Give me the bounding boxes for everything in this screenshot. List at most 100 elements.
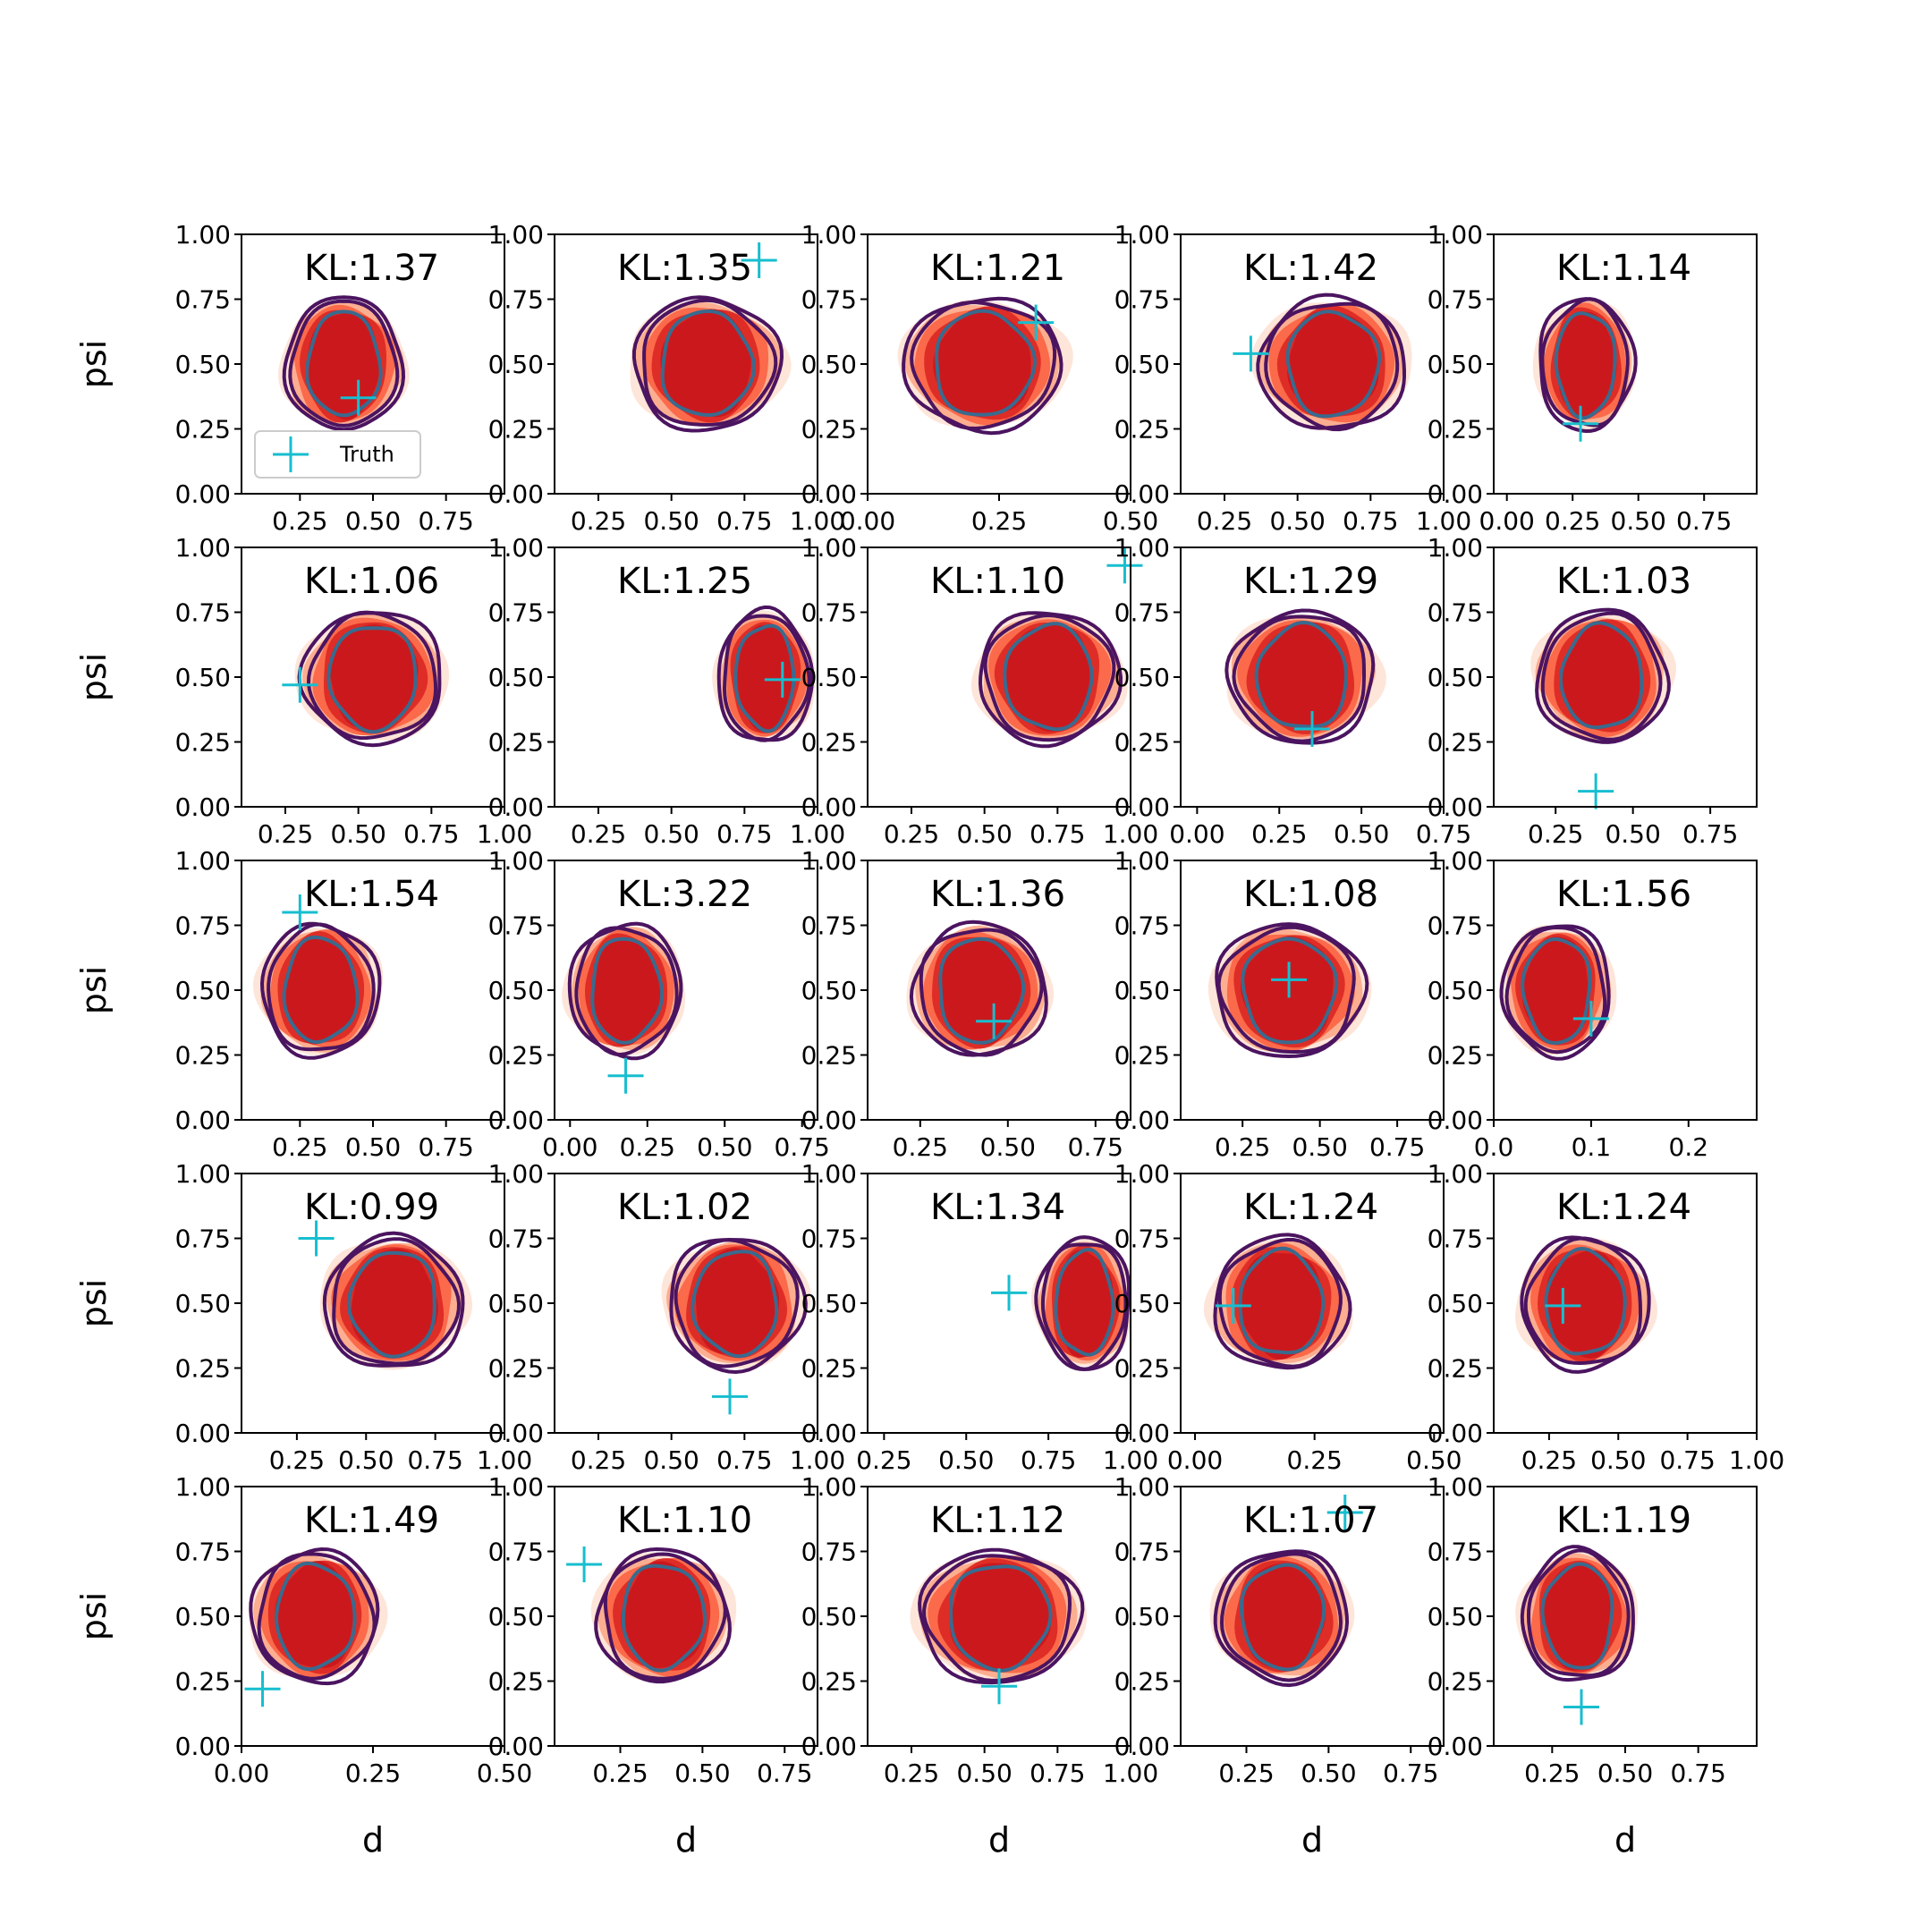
x-tick-label: 0.50 xyxy=(643,506,699,536)
kde-plot-area xyxy=(1031,1235,1131,1372)
subplot: 0.000.250.500.751.000.25 0.50 0.75 1.00KL:1… xyxy=(801,1159,1159,1475)
x-axis-label: d xyxy=(675,1820,697,1860)
kde-density-band xyxy=(734,624,793,732)
y-tick-label: 0.50 xyxy=(1428,1602,1483,1631)
y-tick-label: 0.00 xyxy=(801,1106,857,1135)
contour-inner xyxy=(660,309,757,417)
x-tick-label: 1.00 xyxy=(1103,1758,1158,1788)
kde-plot-area xyxy=(1530,607,1676,744)
contour-inner xyxy=(1254,620,1348,729)
contour-mid xyxy=(267,922,376,1052)
contour-outer xyxy=(249,1546,380,1686)
subplot: 0.000.250.500.751.000.25 0.50 0.75 1.00KL:1… xyxy=(488,220,846,536)
y-tick-label: 0.50 xyxy=(488,350,544,379)
kl-title: KL:1.35 xyxy=(617,248,752,289)
x-tick-label: 0.50 xyxy=(643,819,699,849)
y-tick-label: 0.00 xyxy=(1114,1419,1170,1448)
truth-marker xyxy=(991,1275,1028,1311)
y-tick-label: 0.00 xyxy=(488,1106,544,1135)
y-tick-label: 0.75 xyxy=(1428,1224,1483,1254)
y-tick-label: 1.00 xyxy=(801,1472,857,1502)
y-tick-label: 0.25 xyxy=(801,1041,857,1071)
x-tick-label: 0.75 xyxy=(1670,1758,1725,1788)
kde-plot-area xyxy=(910,1547,1088,1685)
truth-marker xyxy=(1018,304,1055,341)
y-tick-label: 0.75 xyxy=(1428,1538,1483,1567)
contour-mid xyxy=(306,610,438,741)
truth-marker xyxy=(244,1671,281,1707)
x-tick-label: 0.50 xyxy=(1334,819,1389,849)
contour-mid xyxy=(1217,1238,1343,1368)
x-tick-label: 0.25 xyxy=(1545,506,1600,536)
kl-title: KL:1.29 xyxy=(1243,561,1378,602)
y-axis-label: psi xyxy=(74,340,114,388)
kde-density-band xyxy=(1545,1250,1624,1359)
truth-marker xyxy=(1572,1000,1609,1037)
y-tick-label: 1.00 xyxy=(175,1472,231,1502)
x-tick-label: 0.75 xyxy=(1676,506,1732,536)
kde-density-band xyxy=(1003,624,1091,732)
kde-plot-area xyxy=(1515,1545,1639,1682)
kde-density-band xyxy=(1239,1252,1323,1360)
subplot: 0.000.250.500.751.000.25 0.50 0.75 1.00KL:1… xyxy=(488,533,846,849)
kde-density-band xyxy=(933,308,1031,415)
contour-outer xyxy=(259,921,382,1060)
y-tick-label: 0.50 xyxy=(801,1602,857,1631)
x-axis-label: d xyxy=(1301,1820,1323,1860)
subplot: 0.00 0.25 0.50 0.75 1.00 0.25 0.50 0.75 1.00 KL:0… xyxy=(74,1159,532,1475)
y-tick-label: 0.25 xyxy=(801,415,857,445)
x-tick-label: 0.50 xyxy=(345,1132,401,1162)
kl-title: KL:0.99 xyxy=(304,1187,439,1228)
y-tick-label: 0.25 xyxy=(1114,728,1170,758)
y-tick-label: 0.00 xyxy=(488,792,544,822)
y-tick-label: 0.75 xyxy=(488,1538,544,1567)
kde-plot-area xyxy=(248,1546,388,1686)
x-tick-label: 0.25 xyxy=(592,1758,648,1788)
y-tick-label: 1.00 xyxy=(488,1159,544,1189)
subplot: 0.00 0.25 0.50 0.75 1.00 0.25 0.50 0.75 KL:1.37 p… xyxy=(74,220,505,536)
y-tick-label: 0.75 xyxy=(175,911,231,941)
y-tick-label: 1.00 xyxy=(1428,220,1483,250)
contour-inner xyxy=(326,626,418,734)
kl-title: KL:1.42 xyxy=(1243,248,1378,289)
contour-mid xyxy=(674,1238,800,1368)
y-tick-label: 0.75 xyxy=(1428,285,1483,315)
kl-title: KL:1.49 xyxy=(304,1500,439,1541)
y-tick-label: 1.00 xyxy=(1428,1159,1483,1189)
y-tick-label: 1.00 xyxy=(488,220,544,250)
subplot: 0.000.250.500.751.000.25 0.50 0.75 1.00KL:1… xyxy=(801,1472,1159,1860)
x-tick-label: 0.00 xyxy=(542,1132,597,1162)
x-tick-label: 0.75 xyxy=(1369,1132,1425,1162)
x-tick-label: 0.75 xyxy=(403,819,459,849)
truth-marker xyxy=(712,1378,748,1415)
contour-mid xyxy=(257,1552,377,1681)
y-tick-label: 0.50 xyxy=(801,350,857,379)
x-tick-label: 0.25 xyxy=(884,1758,939,1788)
contour-inner xyxy=(1540,1562,1614,1670)
kl-title: KL:1.14 xyxy=(1556,248,1691,289)
kl-title: KL:1.12 xyxy=(930,1500,1065,1541)
x-tick-label: 0.50 xyxy=(980,1132,1036,1162)
y-tick-label: 0.50 xyxy=(175,1289,231,1318)
y-tick-label: 1.00 xyxy=(801,1159,857,1189)
y-tick-label: 0.50 xyxy=(1428,976,1483,1005)
y-tick-label: 0.50 xyxy=(488,976,544,1005)
contour-outer xyxy=(567,921,683,1061)
kl-title: KL:1.02 xyxy=(617,1187,752,1228)
contour-inner xyxy=(691,1250,779,1359)
kde-plot-area xyxy=(1250,292,1412,432)
contour-inner xyxy=(938,936,1026,1045)
truth-marker xyxy=(607,1057,644,1094)
contour-mid xyxy=(1219,1552,1343,1682)
contour-mid xyxy=(1216,925,1356,1055)
contour-inner xyxy=(282,936,360,1045)
contour-outer xyxy=(631,295,784,433)
x-tick-label: 0.75 xyxy=(1682,819,1738,849)
contour-outer xyxy=(282,295,406,432)
y-tick-label: 0.25 xyxy=(1114,1667,1170,1697)
kde-density-band xyxy=(284,936,358,1045)
subplot: 0.00 0.25 0.50 0.75 1.00 0.25 0.50 0.75 KL:1.03 xyxy=(1428,533,1758,849)
y-tick-label: 0.00 xyxy=(1114,479,1170,509)
x-tick-label: 0.25 xyxy=(258,819,313,849)
contour-inner xyxy=(346,1250,436,1359)
